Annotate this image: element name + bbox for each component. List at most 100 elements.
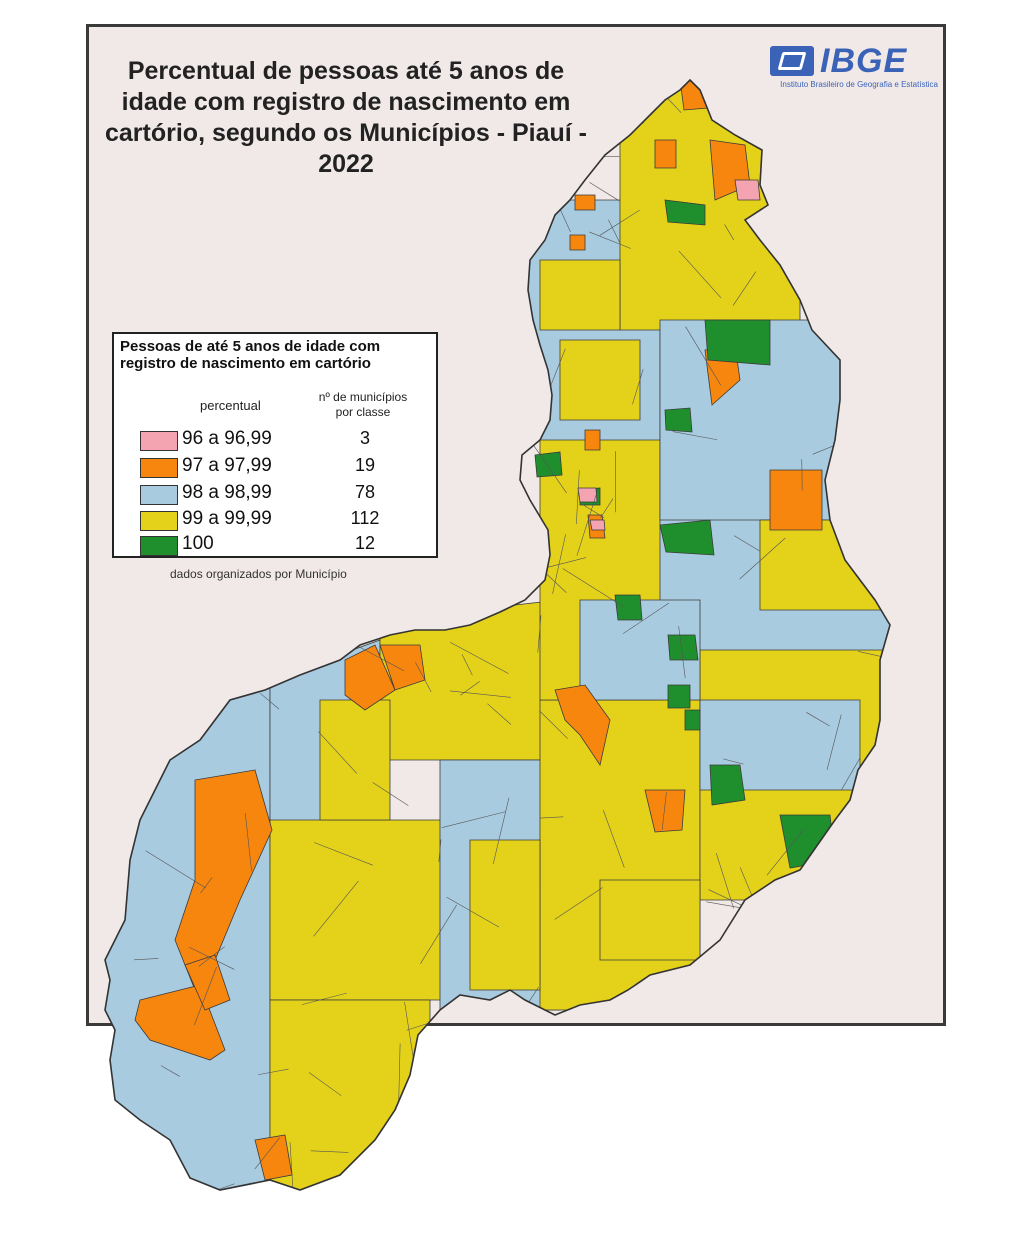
- municipality-highlight: [534, 451, 563, 478]
- municipality-border: [621, 1052, 631, 1116]
- municipality-border: [619, 1057, 626, 1084]
- municipality-border: [145, 850, 207, 889]
- map-title: Percentual de pessoas até 5 anos de idad…: [105, 57, 587, 178]
- municipality-border: [318, 731, 358, 774]
- municipality-highlight: [664, 199, 706, 226]
- municipality-region: [469, 839, 541, 991]
- legend-item: 100 12: [140, 533, 420, 557]
- municipality-border: [862, 959, 890, 973]
- municipality-highlight: [667, 684, 691, 709]
- municipality-highlight: [569, 234, 586, 251]
- municipality-border: [205, 1183, 235, 1190]
- municipality-border: [739, 537, 786, 580]
- municipality-highlight: [704, 319, 771, 366]
- legend-label: 99 a 99,99: [182, 508, 272, 529]
- municipality-highlight: [664, 407, 693, 433]
- municipality-border: [415, 662, 432, 692]
- legend-box: Pessoas de até 5 anos de idade com regis…: [112, 332, 438, 558]
- municipality-border: [867, 144, 879, 164]
- municipality-region: [269, 819, 461, 1001]
- municipality-region: [759, 519, 890, 611]
- municipality-highlight: [574, 194, 596, 211]
- municipality-border: [157, 630, 185, 646]
- municipality-border: [164, 232, 187, 262]
- municipality-border: [404, 1001, 414, 1059]
- municipality-border: [254, 1137, 280, 1170]
- municipality-border: [487, 703, 512, 725]
- municipality-border: [748, 1140, 801, 1189]
- municipality-border: [134, 958, 159, 961]
- municipality-border: [576, 470, 580, 524]
- municipality-border: [441, 811, 506, 829]
- municipality-border: [314, 842, 373, 866]
- municipality-border: [107, 652, 124, 708]
- municipality-border: [105, 190, 120, 245]
- municipality-border: [726, 1147, 765, 1175]
- municipality-border: [460, 681, 480, 696]
- municipality-border: [531, 443, 567, 494]
- municipality-border: [685, 326, 722, 386]
- municipality-highlight: [769, 469, 823, 531]
- legend-label: 96 a 96,99: [182, 428, 272, 449]
- municipality-region: [319, 699, 391, 821]
- municipality-border: [678, 250, 722, 299]
- municipality-border: [672, 431, 718, 441]
- municipality-border: [540, 816, 564, 819]
- municipality-highlight: [577, 487, 598, 503]
- municipality-border: [715, 853, 734, 909]
- municipality-region: [269, 999, 431, 1190]
- municipality-highlight: [659, 519, 715, 556]
- municipality-border: [826, 714, 842, 770]
- municipality-border: [537, 615, 542, 653]
- legend-count: 78: [354, 482, 376, 502]
- municipality-highlight: [684, 709, 701, 731]
- municipality-border: [420, 904, 457, 964]
- municipality-border: [600, 498, 614, 519]
- municipality-border: [841, 758, 860, 791]
- municipality-border: [313, 880, 359, 937]
- municipality-border: [160, 1065, 180, 1077]
- municipality-border: [616, 80, 645, 83]
- municipality-border: [434, 1045, 456, 1055]
- municipality-highlight: [554, 684, 611, 767]
- legend-label: 98 a 98,99: [182, 482, 272, 503]
- municipality-region: [599, 879, 701, 961]
- municipality-border: [301, 992, 347, 1005]
- municipality-border: [358, 646, 405, 672]
- legend-swatch: [140, 458, 178, 478]
- municipality-highlight: [734, 179, 761, 201]
- municipality-border: [602, 809, 625, 868]
- municipality-border: [477, 538, 538, 543]
- municipality-highlight: [344, 644, 396, 711]
- municipality-border: [630, 1055, 664, 1099]
- municipality-border: [806, 712, 830, 727]
- municipality-border: [258, 1068, 289, 1076]
- legend-swatch: [140, 511, 178, 531]
- municipality-highlight: [667, 634, 699, 661]
- municipality-border: [554, 887, 603, 920]
- municipality-highlight: [614, 594, 643, 621]
- municipality-border: [445, 352, 484, 381]
- municipality-border: [581, 503, 605, 518]
- municipality-border: [300, 605, 339, 631]
- municipality-border: [80, 1154, 103, 1176]
- municipality-border: [310, 1150, 349, 1153]
- legend-label: 97 a 97,99: [182, 455, 272, 476]
- municipality-border: [466, 322, 474, 355]
- municipality-border: [589, 231, 631, 249]
- municipality-highlight: [584, 429, 601, 451]
- ibge-logo-subtitle: Instituto Brasileiro de Geografia e Esta…: [780, 80, 938, 89]
- municipality-border: [517, 1135, 550, 1156]
- municipality-border: [622, 602, 670, 634]
- municipality-border: [706, 901, 753, 911]
- municipality-border: [539, 710, 568, 739]
- legend-count: 3: [359, 428, 370, 448]
- municipality-border: [632, 369, 644, 405]
- legend-count: 12: [354, 533, 376, 553]
- municipality-region: [619, 80, 801, 331]
- municipality-border: [430, 246, 466, 251]
- municipality-border: [244, 813, 252, 872]
- municipality-highlight: [644, 789, 686, 833]
- municipality-border: [209, 259, 218, 304]
